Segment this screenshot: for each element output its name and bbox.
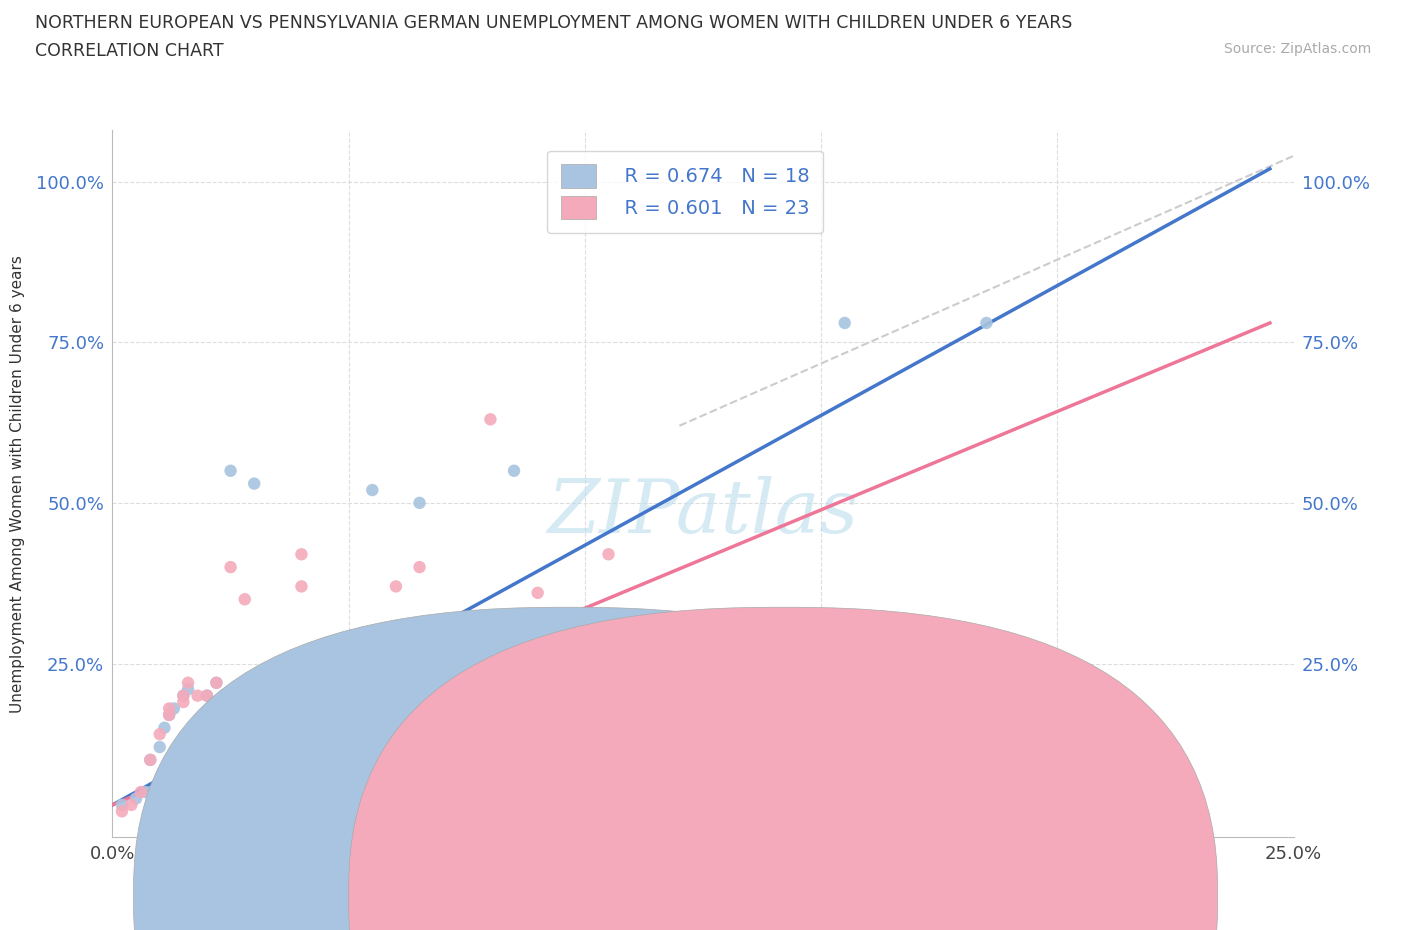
- Point: [186, 688, 208, 703]
- Point: [526, 585, 548, 600]
- Point: [290, 579, 312, 594]
- Point: [834, 656, 856, 671]
- Point: [598, 547, 620, 562]
- Text: CORRELATION CHART: CORRELATION CHART: [35, 42, 224, 60]
- Point: [408, 496, 430, 511]
- Point: [172, 688, 194, 703]
- Point: [503, 726, 526, 741]
- Text: Source: ZipAtlas.com: Source: ZipAtlas.com: [1223, 42, 1371, 56]
- Point: [976, 315, 998, 330]
- Point: [149, 739, 172, 754]
- Legend:   R = 0.674   N = 18,   R = 0.601   N = 23: R = 0.674 N = 18, R = 0.601 N = 23: [547, 151, 823, 233]
- Point: [111, 797, 134, 812]
- Point: [125, 791, 148, 806]
- Point: [163, 701, 186, 716]
- Point: [157, 701, 180, 716]
- Point: [205, 675, 228, 690]
- Point: [233, 591, 256, 606]
- Point: [880, 721, 903, 736]
- Point: [219, 463, 242, 478]
- Point: [195, 688, 218, 703]
- Point: [408, 560, 430, 575]
- Point: [129, 785, 152, 800]
- Point: [503, 463, 526, 478]
- Point: [479, 412, 502, 427]
- Point: [157, 708, 180, 723]
- Point: [157, 708, 180, 723]
- Point: [139, 752, 162, 767]
- Point: [195, 688, 218, 703]
- Point: [219, 560, 242, 575]
- Point: [205, 675, 228, 690]
- Point: [716, 688, 738, 703]
- Point: [385, 579, 408, 594]
- Point: [550, 656, 572, 671]
- Point: [135, 785, 157, 800]
- Point: [668, 721, 690, 736]
- Point: [139, 752, 162, 767]
- Point: [243, 476, 266, 491]
- Point: [120, 797, 142, 812]
- Point: [153, 721, 176, 736]
- Point: [810, 675, 832, 690]
- Text: NORTHERN EUROPEAN VS PENNSYLVANIA GERMAN UNEMPLOYMENT AMONG WOMEN WITH CHILDREN : NORTHERN EUROPEAN VS PENNSYLVANIA GERMAN…: [35, 14, 1073, 32]
- Point: [361, 483, 384, 498]
- Text: Pennsylvania Germans: Pennsylvania Germans: [808, 889, 998, 907]
- Text: ZIPatlas: ZIPatlas: [547, 475, 859, 548]
- Y-axis label: Unemployment Among Women with Children Under 6 years: Unemployment Among Women with Children U…: [10, 255, 25, 712]
- Point: [172, 695, 194, 710]
- Point: [177, 682, 200, 697]
- Point: [290, 547, 312, 562]
- Point: [177, 675, 200, 690]
- Text: Northern Europeans: Northern Europeans: [598, 889, 765, 907]
- Point: [111, 804, 134, 818]
- Point: [834, 315, 856, 330]
- Point: [149, 726, 172, 741]
- Point: [172, 688, 194, 703]
